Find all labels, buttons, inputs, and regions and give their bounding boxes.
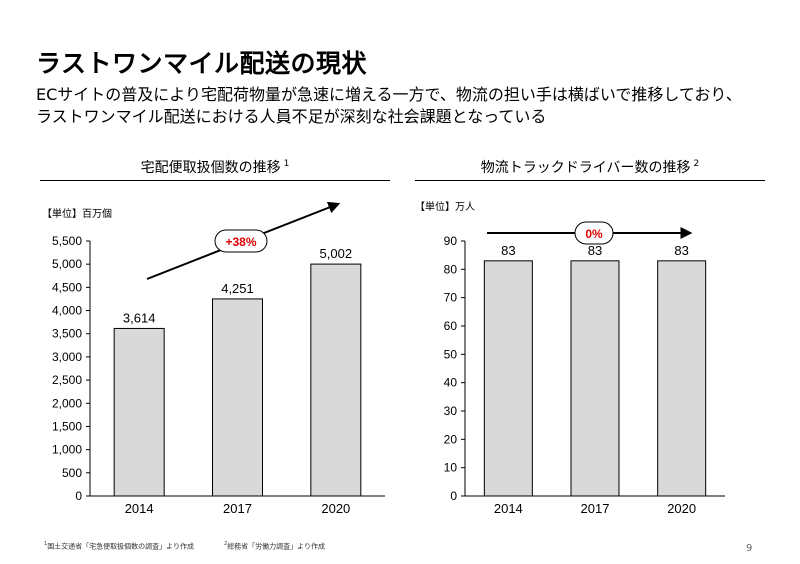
left-chart-bar-value-label: 3,614 <box>123 310 156 325</box>
left-chart-bar <box>212 298 263 497</box>
left-chart-bar <box>310 263 362 497</box>
right-chart-bar <box>483 260 533 497</box>
page-title: ラストワンマイル配送の現状 <box>36 49 368 78</box>
left-chart-y-tick-label: 1,000 <box>52 443 82 457</box>
left-chart-y-tick-label: 0 <box>75 489 82 503</box>
right-chart-bar-value-label: 83 <box>674 243 688 258</box>
footnote-1: 1国土交通省「宅急便取扱個数の調査」より作成 <box>44 541 194 551</box>
right-chart-y-tick-label: 80 <box>444 262 458 276</box>
right-chart-y-tick-label: 30 <box>444 404 458 418</box>
left-growth-label: +38% <box>225 235 256 249</box>
right-chart-y-tick-label: 90 <box>444 234 458 248</box>
left-chart-x-tick-label: 2020 <box>321 501 350 516</box>
left-chart-bar-value-label: 5,002 <box>320 246 353 261</box>
right-growth-label: 0% <box>585 227 603 241</box>
right-chart-title: 物流トラックドライバー数の推移 2 <box>415 157 765 177</box>
left-chart-unit: 【単位】百万個 <box>42 209 112 220</box>
left-chart-title: 宅配便取扱個数の推移 1 <box>40 157 390 177</box>
left-chart-y-tick-label: 4,500 <box>52 280 82 294</box>
right-chart-y-tick-label: 70 <box>444 291 458 305</box>
left-chart-y-tick-label: 2,000 <box>52 396 82 410</box>
right-chart-y-tick-label: 40 <box>444 376 458 390</box>
right-chart-x-tick-label: 2017 <box>581 501 610 516</box>
right-chart-bar-value-label: 83 <box>501 243 515 258</box>
subtitle-line-2: ラストワンマイル配送における人員不足が深刻な社会課題となっている <box>36 107 547 126</box>
right-chart-y-tick-label: 50 <box>444 347 458 361</box>
footnote-2-text: 総務省「労働力調査」より作成 <box>227 542 326 551</box>
right-chart-bar-value-label: 83 <box>588 243 602 258</box>
right-chart-rule <box>415 180 765 181</box>
left-chart-y-tick-label: 500 <box>62 466 82 480</box>
page-subtitle: ECサイトの普及により宅配荷物量が急速に増える一方で、物流の担い手は横ばいで推移… <box>36 84 776 128</box>
left-chart-title-text: 宅配便取扱個数の推移 <box>140 160 281 176</box>
subtitle-line-1: ECサイトの普及により宅配荷物量が急速に増える一方で、物流の担い手は横ばいで推移… <box>36 85 742 104</box>
right-chart-y-tick-label: 0 <box>450 489 457 503</box>
left-chart-y-tick-label: 1,500 <box>52 419 82 433</box>
left-chart-y-tick-label: 5,500 <box>52 234 82 248</box>
left-chart-y-tick-label: 3,000 <box>52 350 82 364</box>
right-growth-badge: 0% <box>574 221 614 245</box>
right-chart-x-tick-label: 2014 <box>494 501 523 516</box>
footnote-2-mark: 2 <box>224 541 228 547</box>
right-chart-unit: 【単位】万人 <box>415 202 475 213</box>
left-chart-y-tick-label: 5,000 <box>52 257 82 271</box>
right-chart-y-tick-label: 10 <box>444 461 458 475</box>
left-chart-y-tick-label: 4,000 <box>52 304 82 318</box>
right-chart-title-text: 物流トラックドライバー数の推移 <box>480 160 691 176</box>
right-chart-y-tick-label: 20 <box>444 432 458 446</box>
left-chart-y-tick-label: 3,500 <box>52 327 82 341</box>
right-chart-x-tick-label: 2020 <box>667 501 696 516</box>
page-number: 9 <box>746 543 753 554</box>
right-chart-bar <box>570 260 620 497</box>
footnote-1-mark: 1 <box>44 541 48 547</box>
left-chart-rule <box>40 180 390 181</box>
footnote-1-text: 国土交通省「宅急便取扱個数の調査」より作成 <box>47 542 195 551</box>
left-chart-note-mark: 1 <box>283 159 290 170</box>
right-chart-y-tick-label: 60 <box>444 319 458 333</box>
left-growth-badge: +38% <box>214 229 268 253</box>
right-chart-note-mark: 2 <box>693 159 700 170</box>
left-chart-y-tick-label: 2,500 <box>52 373 82 387</box>
left-chart-bar-value-label: 4,251 <box>221 281 254 296</box>
footnote-2: 2総務省「労働力調査」より作成 <box>224 541 325 551</box>
left-chart-x-tick-label: 2017 <box>223 501 252 516</box>
right-chart-bar <box>657 260 707 497</box>
left-chart-x-tick-label: 2014 <box>125 501 154 516</box>
left-chart-bar <box>113 327 165 497</box>
